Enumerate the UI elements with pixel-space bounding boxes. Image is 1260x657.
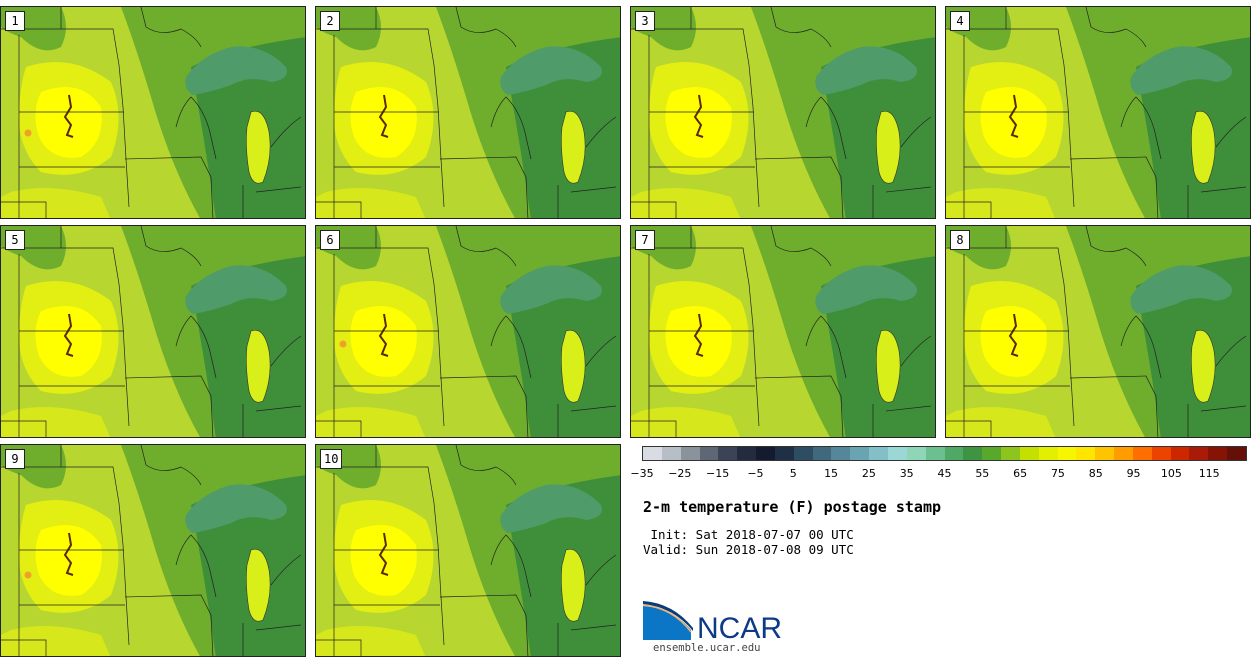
colorbar-swatch [982,447,1002,460]
colorbar-tick-label: 105 [1160,467,1182,480]
colorbar-swatch [774,447,794,460]
colorbar-swatch [850,447,870,460]
colorbar-tick-label: 45 [937,467,952,480]
member-panel: 10 [315,444,621,657]
member-panel: 6 [315,225,621,438]
member-panel: 9 [0,444,306,657]
colorbar-tick-label: −15 [706,467,730,480]
colorbar-tick-label: 95 [1126,467,1141,480]
colorbar-tick-label: 35 [899,467,914,480]
colorbar-swatch [1019,447,1039,460]
logo-swoosh-icon [643,606,691,640]
member-panel: 3 [630,6,936,219]
figure-title: 2-m temperature (F) postage stamp [643,498,942,516]
member-label: 3 [635,11,655,31]
colorbar-swatch [831,447,851,460]
member-panel: 2 [315,6,621,219]
colorbar-swatch [1114,447,1133,460]
member-panel: 8 [945,225,1251,438]
colorbar-tick-label: −35 [630,467,654,480]
colorbar-swatch [737,447,757,460]
colorbar-swatch [887,447,907,460]
colorbar-tick-label: 15 [824,467,839,480]
colorbar-swatch [869,447,888,460]
member-label: 10 [320,449,343,469]
colorbar-swatch [812,447,832,460]
colorbar-tick-label: 5 [789,467,797,480]
temperature-map [1,445,305,656]
colorbar-swatch [661,447,681,460]
member-label: 7 [635,230,655,250]
colorbar-tick-label: 65 [1013,467,1028,480]
colorbar-swatch [643,447,662,460]
member-panel: 5 [0,225,306,438]
temperature-map [631,7,935,218]
colorbar-swatch [756,447,775,460]
colorbar-tick-label: 25 [861,467,876,480]
init-time: Init: Sat 2018-07-07 00 UTC [643,527,854,542]
member-panel: 7 [630,225,936,438]
colorbar-tick-label: 85 [1088,467,1103,480]
colorbar-swatch [1076,447,1096,460]
colorbar-swatch [1057,447,1077,460]
colorbar-swatch [1132,447,1152,460]
colorbar-swatch [925,447,945,460]
member-label: 5 [5,230,25,250]
colorbar-swatch [944,447,964,460]
logo-text: NCAR [697,612,782,642]
temperature-map [316,445,620,656]
member-label: 2 [320,11,340,31]
colorbar-swatch [1227,447,1246,460]
colorbar-swatch [718,447,738,460]
temperature-map [1,7,305,218]
logo-url: ensemble.ucar.edu [653,642,761,654]
colorbar-swatch [1170,447,1190,460]
member-panel: 1 [0,6,306,219]
valid-time: Valid: Sun 2018-07-08 09 UTC [643,542,854,557]
member-label: 1 [5,11,25,31]
colorbar-swatch [1189,447,1209,460]
colorbar-swatch [1095,447,1115,460]
temperature-map [316,7,620,218]
colorbar-swatch [1208,447,1228,460]
colorbar [642,446,1247,461]
colorbar-swatch [1001,447,1020,460]
colorbar-tick-label: 75 [1050,467,1065,480]
colorbar-tick-label: −5 [747,467,764,480]
member-label: 9 [5,449,25,469]
temperature-map [1,226,305,437]
member-label: 4 [950,11,970,31]
colorbar-swatch [1038,447,1058,460]
colorbar-swatch [963,447,983,460]
colorbar-swatch [699,447,719,460]
temperature-map [946,7,1250,218]
colorbar-swatch [680,447,700,460]
temperature-map [946,226,1250,437]
member-label: 6 [320,230,340,250]
temperature-map [631,226,935,437]
ncar-logo: NCAR [642,600,793,645]
colorbar-swatch [793,447,813,460]
colorbar-tick-label: 55 [975,467,990,480]
colorbar-tick-label: 115 [1198,467,1220,480]
member-label: 8 [950,230,970,250]
colorbar-tick-label: −25 [668,467,692,480]
member-panel: 4 [945,6,1251,219]
temperature-map [316,226,620,437]
colorbar-swatch [1151,447,1171,460]
colorbar-swatch [906,447,926,460]
